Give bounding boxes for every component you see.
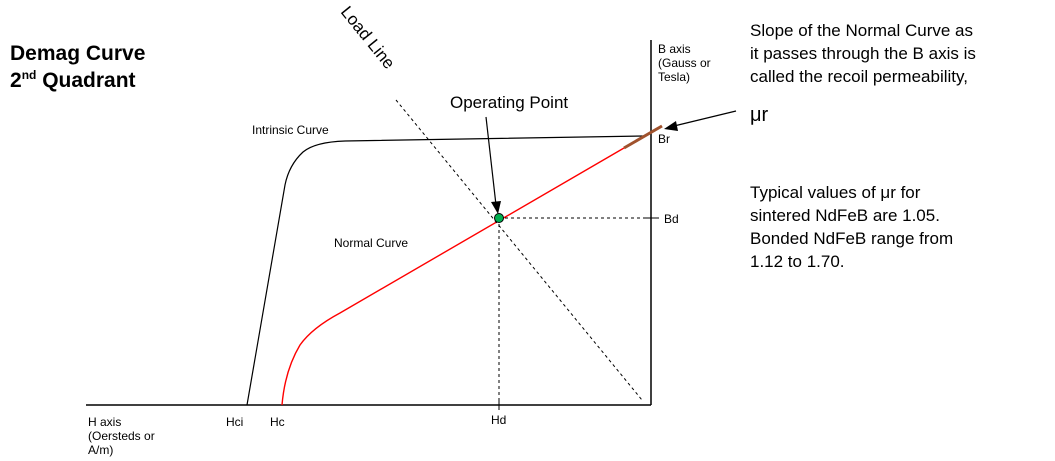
normal-curve-label: Normal Curve [334,236,409,250]
load-line-label: Load Line [337,3,399,73]
hc-label: Hc [270,415,285,429]
br-label: Br [658,132,670,146]
operating-point-marker [494,213,504,223]
operating-point-arrowhead [491,201,501,214]
subtitle-ordinal: nd [21,68,37,82]
h-axis-label-line3: A/m) [88,443,114,457]
recoil-note-arrowhead [664,121,678,131]
mu-r-symbol: μr [750,104,769,126]
h-axis-label: H axis (Oersteds or A/m) [88,415,155,457]
intrinsic-curve-label: Intrinsic Curve [252,123,329,137]
typical-note-line4: 1.12 to 1.70. [750,252,845,271]
typical-note-line3: Bonded NdFeB range from [750,229,954,248]
recoil-slope-segment [623,124,663,150]
slope-note-line2: it passes through the B axis is [750,44,976,63]
slope-note-line3: called the recoil permeability, [750,67,968,86]
subtitle-number: 2 [10,69,22,92]
typical-values-note: Typical values of μr for sintered NdFeB … [750,181,953,273]
typical-note-line1: Typical values of μr for [750,183,921,202]
recoil-note-arrow [673,110,737,127]
h-axis-label-line2: (Oersteds or [88,429,155,443]
b-axis-label-line1: B axis [658,42,691,56]
typical-note-line2: sintered NdFeB are 1.05. [750,206,940,225]
h-axis-label-line1: H axis [88,415,122,429]
normal-curve [281,147,625,406]
diagram-subtitle: 2nd Quadrant [10,68,136,93]
slope-note-line1: Slope of the Normal Curve as [750,21,973,40]
b-axis-label-line3: Tesla) [658,70,691,84]
intrinsic-curve [246,135,645,406]
bd-label: Bd [664,212,679,226]
hci-label: Hci [226,415,244,429]
subtitle-text: Quadrant [36,69,136,92]
hd-label: Hd [491,413,507,427]
operating-point-label: Operating Point [450,93,569,112]
b-axis-label-line2: (Gauss or [658,56,711,70]
diagram-title: Demag Curve [10,42,146,65]
slope-note: Slope of the Normal Curve as it passes t… [750,19,976,88]
b-axis-label: B axis (Gauss or Tesla) [658,42,711,84]
operating-point-arrow [485,116,497,206]
load-line [395,99,643,401]
